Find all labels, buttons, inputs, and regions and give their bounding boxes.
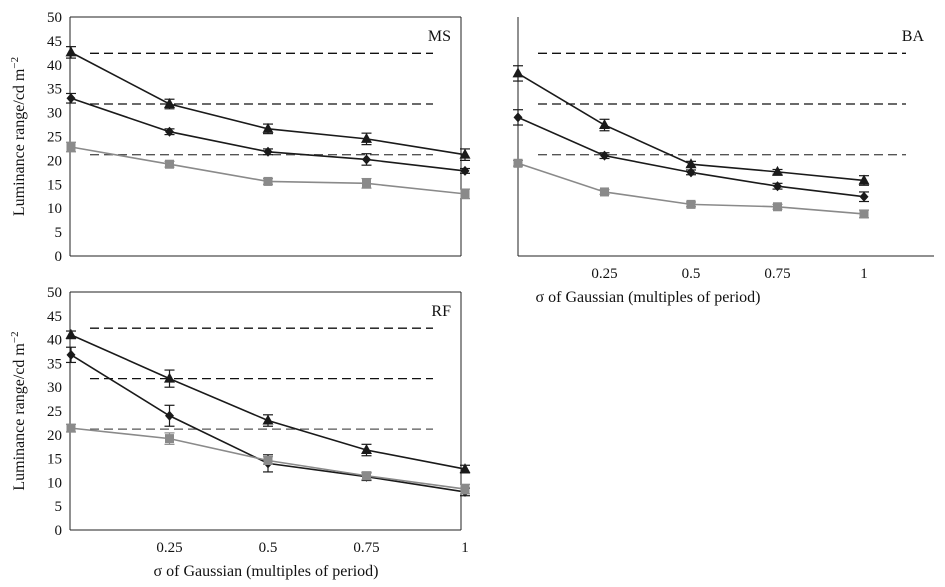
- data-point-triangle: [599, 119, 610, 130]
- data-point-triangle: [361, 444, 372, 455]
- data-point-square: [600, 187, 609, 197]
- y-tick-label: 50: [47, 285, 62, 301]
- data-point-triangle: [65, 46, 77, 57]
- data-point-diamond: [859, 191, 869, 202]
- y-axis-title: Luminance range/cd m−2: [9, 57, 28, 216]
- data-point-square: [460, 189, 470, 199]
- data-point-triangle: [361, 132, 372, 143]
- x-tick-label: 0.25: [156, 540, 182, 556]
- data-point-triangle: [772, 165, 783, 176]
- series-line: [70, 334, 466, 470]
- data-point-diamond: [460, 165, 470, 176]
- data-point-diamond: [686, 167, 696, 178]
- panel-label: BA: [902, 28, 925, 45]
- data-point-square: [66, 423, 76, 433]
- y-tick-label: 45: [47, 309, 62, 325]
- series-square: [66, 423, 470, 495]
- x-tick-label: 0.25: [591, 266, 617, 282]
- y-tick-label: 15: [47, 452, 62, 468]
- data-point-diamond: [66, 349, 76, 360]
- chart-panel-rf: 0 5 10 15 20 25 30 35 40 45 50 0.25 0.5 0.75 1 σ of Gau…: [9, 285, 471, 580]
- data-point-diamond: [165, 126, 174, 137]
- x-tick-label: 0.5: [259, 540, 278, 556]
- data-point-diamond: [513, 112, 523, 123]
- data-point-triangle: [164, 97, 175, 108]
- x-tick-label: 1: [461, 540, 469, 556]
- series-diamond: [66, 92, 470, 176]
- data-point-triangle: [512, 67, 524, 78]
- data-point-square: [165, 434, 174, 444]
- series-triangle: [65, 46, 471, 161]
- data-point-triangle: [459, 463, 471, 474]
- y-axis-title-superscript: −2: [9, 57, 21, 69]
- data-point-triangle: [685, 158, 697, 169]
- chart-panel-ba: 0.25 0.5 0.75 1 σ of Gaussian (multiples of …: [512, 17, 934, 306]
- data-point-square: [362, 471, 371, 481]
- data-point-diamond: [362, 154, 371, 165]
- x-tick-label: 0.75: [764, 266, 790, 282]
- series-square: [513, 158, 869, 219]
- data-point-triangle: [65, 328, 77, 339]
- data-point-triangle: [262, 122, 274, 133]
- y-tick-label: 25: [47, 404, 62, 420]
- y-tick-label: 10: [47, 475, 62, 491]
- y-tick-label: 30: [47, 106, 62, 122]
- data-point-square: [263, 456, 273, 466]
- x-axis-title: σ of Gaussian (multiples of period): [535, 289, 760, 306]
- x-tick-label: 0.5: [682, 266, 701, 282]
- series-line: [70, 97, 466, 172]
- series-triangle: [512, 65, 870, 186]
- y-tick-label: 15: [47, 177, 62, 193]
- y-tick-label: 5: [55, 225, 63, 241]
- y-axis-title: Luminance range/cd m−2: [9, 331, 28, 490]
- y-tick-label: 0: [55, 249, 63, 265]
- series-triangle: [65, 328, 471, 474]
- data-point-square: [362, 178, 371, 188]
- y-tick-label: 5: [55, 499, 63, 515]
- data-point-triangle: [858, 174, 870, 185]
- y-tick-label: 30: [47, 380, 62, 396]
- panel-label: RF: [431, 303, 451, 320]
- data-point-diamond: [66, 93, 76, 104]
- data-point-square: [66, 142, 76, 152]
- data-point-square: [859, 209, 869, 219]
- x-tick-label: 1: [860, 266, 868, 282]
- data-point-square: [460, 484, 470, 494]
- y-tick-label: 25: [47, 130, 62, 146]
- y-tick-label: 10: [47, 201, 62, 217]
- series-diamond: [513, 109, 869, 203]
- x-axis-title: σ of Gaussian (multiples of period): [153, 563, 378, 580]
- data-point-diamond: [165, 410, 174, 421]
- y-tick-label: 40: [47, 58, 62, 74]
- data-point-triangle: [164, 372, 175, 383]
- data-point-square: [686, 199, 696, 209]
- data-point-square: [513, 158, 523, 168]
- y-tick-label: 40: [47, 333, 62, 349]
- data-point-diamond: [263, 146, 273, 157]
- data-point-square: [165, 159, 174, 169]
- panel-label: MS: [428, 28, 451, 45]
- y-tick-label: 20: [47, 153, 62, 169]
- y-tick-label: 35: [47, 356, 62, 372]
- series-square: [66, 141, 470, 200]
- series-line: [517, 116, 865, 198]
- data-point-square: [773, 202, 782, 212]
- chart-panel-ms: 0 5 10 15 20 25 30 35 40 45 50 Luminance range/cd m…: [9, 10, 471, 265]
- x-tick-label: 0.75: [353, 540, 379, 556]
- data-point-triangle: [262, 414, 274, 425]
- y-tick-label: 20: [47, 428, 62, 444]
- data-point-diamond: [773, 181, 782, 192]
- data-point-triangle: [459, 148, 471, 159]
- y-tick-label: 35: [47, 82, 62, 98]
- y-tick-label: 50: [47, 10, 62, 26]
- y-tick-label: 45: [47, 34, 62, 50]
- y-tick-label: 0: [55, 523, 63, 539]
- y-axis-title-superscript: −2: [9, 331, 21, 343]
- data-point-diamond: [600, 150, 609, 161]
- data-point-square: [263, 176, 273, 186]
